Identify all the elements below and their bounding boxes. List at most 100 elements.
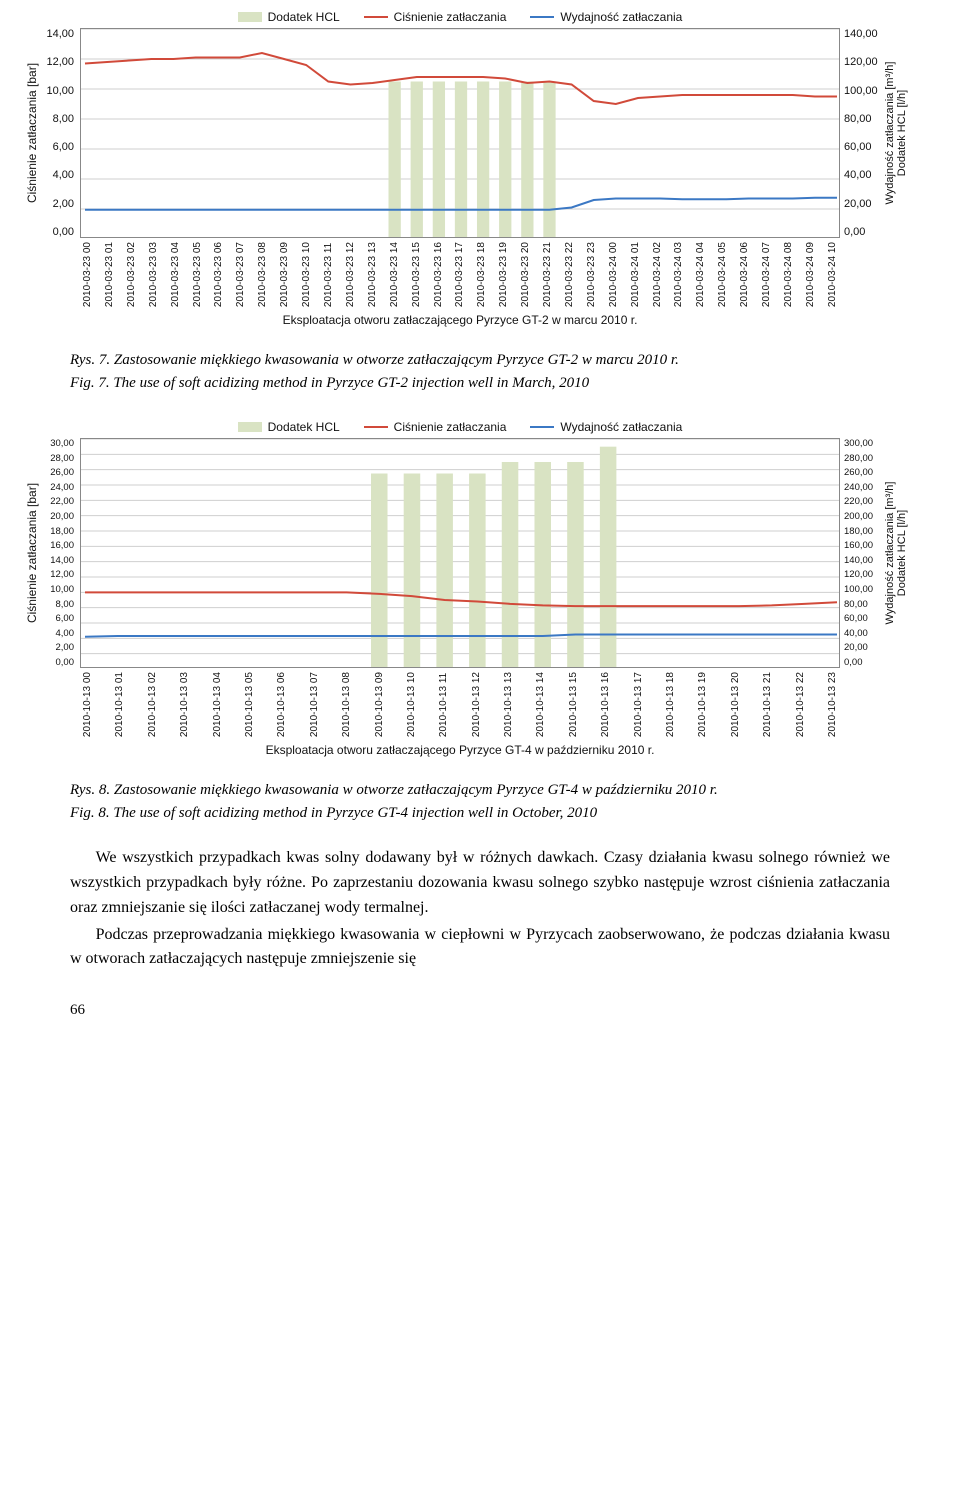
axis-tick: 140,00 [844,28,888,40]
axis-tick: 4,00 [38,169,74,181]
body-text: We wszystkich przypadkach kwas solny dod… [70,846,890,972]
legend-pressure: Ciśnienie zatłaczania [364,10,507,24]
axis-tick: 60,00 [844,613,888,624]
chart1-svg [80,28,840,238]
axis-tick: 2,00 [38,642,74,653]
x-tick-label: 2010-10-13 16 [600,672,611,737]
x-tick-label: 2010-03-23 04 [170,242,181,307]
chart2-legend: Dodatek HCL Ciśnienie zatłaczania Wydajn… [80,420,840,434]
x-tick-label: 2010-10-13 11 [438,672,449,737]
axis-tick: 26,00 [38,467,74,478]
axis-tick: 6,00 [38,613,74,624]
x-tick-label: 2010-03-23 11 [323,242,334,307]
axis-tick: 8,00 [38,599,74,610]
caption-fig8-en: Fig. 8. The use of soft acidizing method… [70,802,890,825]
axis-tick: 0,00 [844,226,888,238]
x-tick-label: 2010-03-24 06 [739,242,750,307]
legend-hcl-2: Dodatek HCL [238,420,340,434]
legend-flow-2: Wydajność zatłaczania [530,420,682,434]
x-tick-label: 2010-03-24 05 [717,242,728,307]
legend-hcl: Dodatek HCL [238,10,340,24]
axis-tick: 30,00 [38,438,74,449]
x-tick-label: 2010-10-13 09 [374,672,385,737]
axis-tick: 8,00 [38,113,74,125]
x-tick-label: 2010-03-23 14 [389,242,400,307]
x-tick-label: 2010-10-13 12 [471,672,482,737]
caption-fig8: Rys. 8. Zastosowanie miękkiego kwasowani… [70,779,890,824]
x-tick-label: 2010-03-23 12 [345,242,356,307]
axis-tick: 20,00 [38,511,74,522]
x-tick-label: 2010-10-13 03 [179,672,190,737]
x-tick-label: 2010-03-24 08 [783,242,794,307]
x-tick-label: 2010-10-13 20 [730,672,741,737]
x-tick-label: 2010-10-13 06 [276,672,287,737]
x-tick-label: 2010-10-13 00 [82,672,93,737]
x-tick-label: 2010-03-23 06 [213,242,224,307]
chart2-svg [80,438,840,668]
axis-tick: 22,00 [38,496,74,507]
chart1-x-title: Eksploatacja otworu zatłaczającego Pyrzy… [80,313,840,327]
paragraph-2: Podczas przeprowadzania miękkiego kwasow… [70,923,890,973]
legend-flow-label-2: Wydajność zatłaczania [560,420,682,434]
page-number: 66 [70,1002,960,1019]
x-tick-label: 2010-10-13 18 [665,672,676,737]
x-tick-label: 2010-10-13 01 [114,672,125,737]
x-tick-label: 2010-03-23 10 [301,242,312,307]
legend-hcl-swatch-2 [238,422,262,432]
legend-pressure-label-2: Ciśnienie zatłaczania [394,420,507,434]
axis-tick: 16,00 [38,540,74,551]
x-tick-label: 2010-03-24 10 [827,242,838,307]
x-tick-label: 2010-03-23 05 [192,242,203,307]
axis-tick: 80,00 [844,113,888,125]
chart2-plot-wrap: Ciśnienie zatłaczania [bar] Wydajność za… [80,438,840,668]
axis-tick: 24,00 [38,482,74,493]
x-tick-label: 2010-10-13 21 [762,672,773,737]
axis-tick: 40,00 [844,169,888,181]
legend-hcl-swatch [238,12,262,22]
x-tick-label: 2010-10-13 02 [147,672,158,737]
axis-tick: 160,00 [844,540,888,551]
x-tick-label: 2010-03-23 15 [411,242,422,307]
chart1-y-right-ticks: 140,00120,00100,0080,0060,0040,0020,000,… [844,28,888,238]
x-tick-label: 2010-03-23 07 [235,242,246,307]
x-tick-label: 2010-03-23 23 [586,242,597,307]
chart1-plot-wrap: Ciśnienie zatłaczania [bar] Wydajność za… [80,28,840,238]
x-tick-label: 2010-03-23 16 [433,242,444,307]
chart1-y-left-label: Ciśnienie zatłaczania [bar] [25,63,39,203]
axis-tick: 10,00 [38,584,74,595]
x-tick-label: 2010-03-23 00 [82,242,93,307]
axis-tick: 260,00 [844,467,888,478]
chart2-y-right-ticks: 300,00280,00260,00240,00220,00200,00180,… [844,438,888,668]
x-tick-label: 2010-10-13 04 [212,672,223,737]
x-tick-label: 2010-03-23 13 [367,242,378,307]
x-tick-label: 2010-10-13 07 [309,672,320,737]
caption-fig7-pl: Rys. 7. Zastosowanie miękkiego kwasowani… [70,349,890,372]
chart1-legend: Dodatek HCL Ciśnienie zatłaczania Wydajn… [80,10,840,24]
legend-flow-swatch [530,16,554,18]
paragraph-1: We wszystkich przypadkach kwas solny dod… [70,846,890,920]
caption-fig7-en: Fig. 7. The use of soft acidizing method… [70,372,890,395]
x-tick-label: 2010-10-13 14 [535,672,546,737]
chart1-container: Dodatek HCL Ciśnienie zatłaczania Wydajn… [80,10,840,327]
chart2-x-ticks: 2010-10-13 00 2010-10-13 01 2010-10-13 02 2… [80,672,840,737]
x-tick-label: 2010-03-23 20 [520,242,531,307]
axis-tick: 28,00 [38,453,74,464]
axis-tick: 6,00 [38,141,74,153]
axis-tick: 0,00 [844,657,888,668]
chart2-y-left-label: Ciśnienie zatłaczania [bar] [25,483,39,623]
axis-tick: 280,00 [844,453,888,464]
caption-fig7: Rys. 7. Zastosowanie miękkiego kwasowani… [70,349,890,394]
legend-pressure-label: Ciśnienie zatłaczania [394,10,507,24]
x-tick-label: 2010-03-23 22 [564,242,575,307]
legend-flow-label: Wydajność zatłaczania [560,10,682,24]
legend-pressure-swatch [364,16,388,18]
x-tick-label: 2010-10-13 15 [568,672,579,737]
axis-tick: 0,00 [38,226,74,238]
x-tick-label: 2010-03-24 02 [652,242,663,307]
axis-tick: 40,00 [844,628,888,639]
axis-tick: 4,00 [38,628,74,639]
x-tick-label: 2010-03-23 03 [148,242,159,307]
chart1-x-ticks: 2010-03-23 002010-03-23 012010-03-23 022… [80,242,840,307]
x-tick-label: 2010-10-13 22 [795,672,806,737]
axis-tick: 200,00 [844,511,888,522]
